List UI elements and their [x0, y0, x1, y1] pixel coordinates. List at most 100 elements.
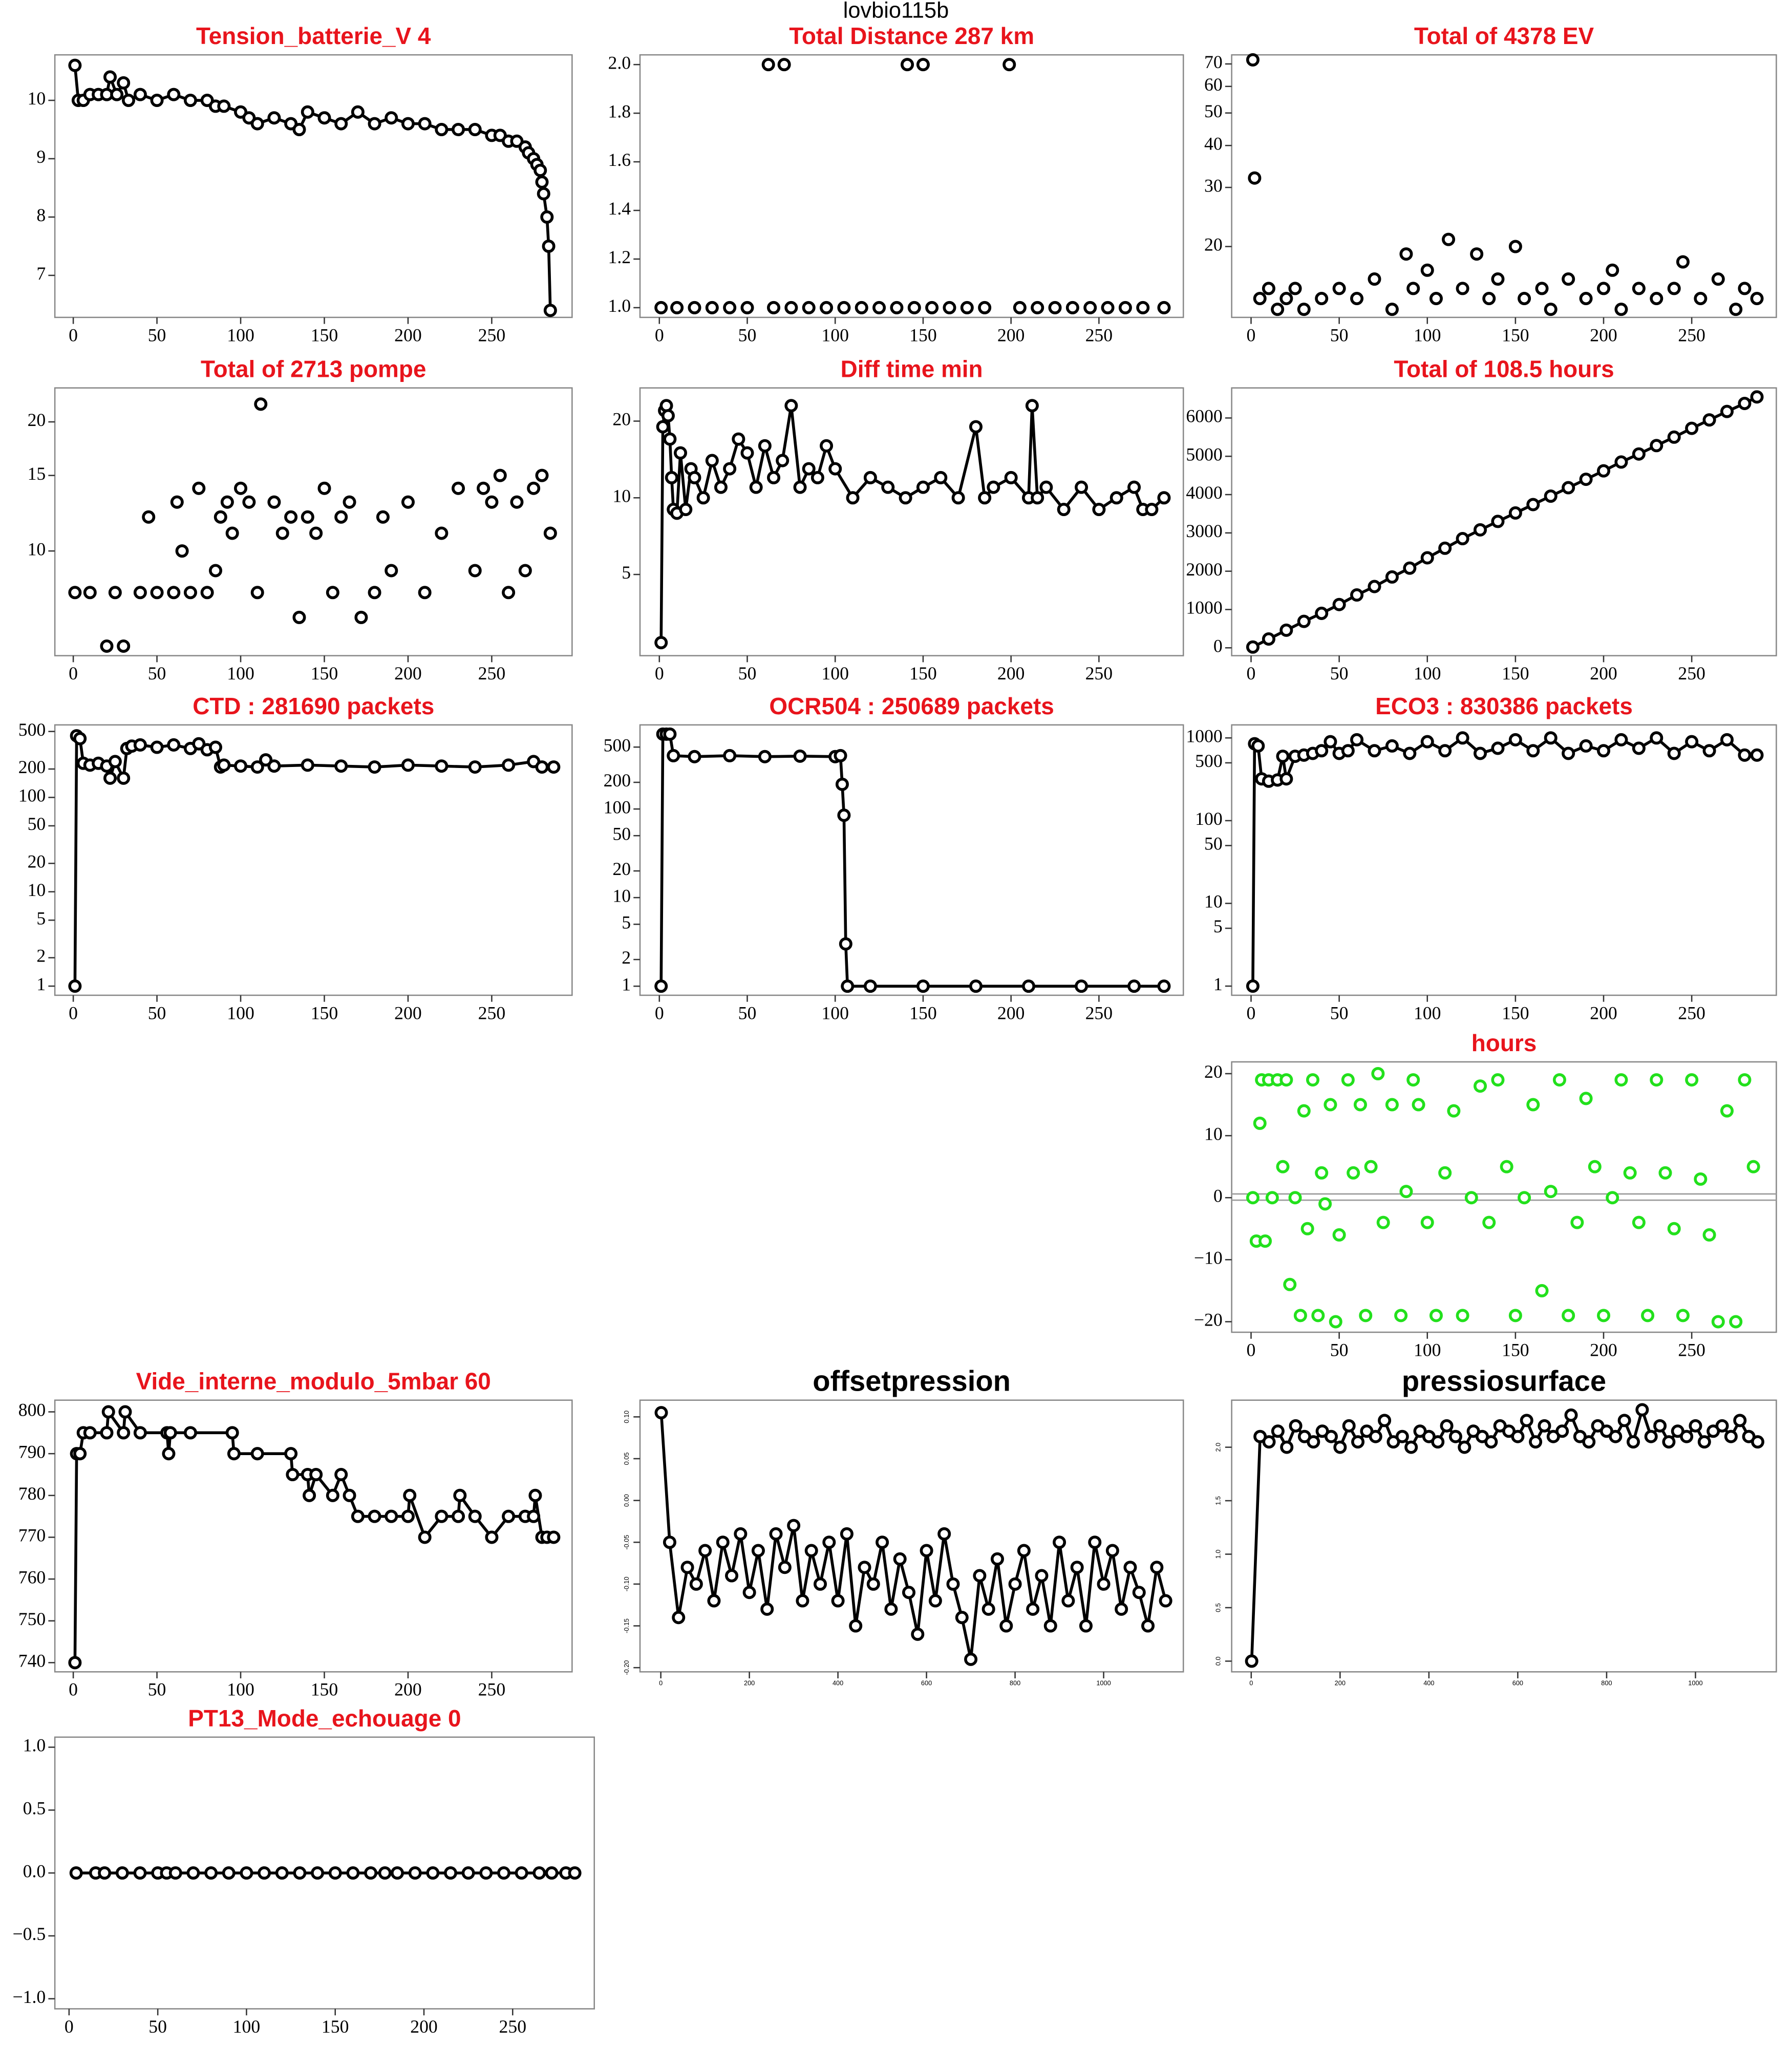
- data-point: [1159, 1594, 1172, 1608]
- x-tick-label: 0: [69, 1679, 78, 1700]
- data-point: [925, 301, 939, 314]
- data-point: [1248, 171, 1262, 185]
- data-point: [368, 760, 381, 774]
- x-tick-label: 250: [1085, 1002, 1113, 1023]
- data-point: [1685, 735, 1699, 749]
- data-point: [385, 1509, 398, 1523]
- data-point: [723, 301, 737, 314]
- x-tick-label: 600: [1512, 1679, 1523, 1687]
- x-tick-label: 0: [655, 1002, 664, 1023]
- y-tick-label: 0.10: [623, 1411, 630, 1423]
- data-point: [672, 1611, 686, 1625]
- data-point: [418, 586, 432, 600]
- data-point: [258, 1866, 271, 1880]
- y-tick-label: 5000: [1186, 444, 1222, 464]
- data-point: [1262, 632, 1275, 646]
- data-point: [1508, 506, 1522, 520]
- data-point: [1002, 58, 1016, 72]
- data-point: [527, 481, 541, 495]
- y-tick-label: 10: [28, 88, 46, 109]
- data-point: [1157, 491, 1171, 505]
- data-point: [1141, 1619, 1155, 1633]
- data-point: [1667, 746, 1681, 760]
- x-tick-label: 50: [148, 1679, 166, 1700]
- data-point: [1276, 1160, 1290, 1174]
- data-point: [175, 544, 189, 558]
- data-point: [1606, 263, 1619, 277]
- data-point: [1021, 979, 1036, 993]
- data-point: [990, 1552, 1004, 1566]
- data-point: [916, 58, 930, 72]
- data-point: [814, 1577, 827, 1591]
- data-point: [100, 1426, 114, 1440]
- data-point: [133, 586, 147, 600]
- data-point: [1376, 1215, 1390, 1229]
- data-point: [275, 1866, 289, 1880]
- data-point: [1132, 1586, 1146, 1599]
- data-point: [679, 503, 693, 517]
- data-point: [1288, 1191, 1302, 1205]
- data-point: [1297, 1104, 1311, 1118]
- data-point: [1535, 282, 1549, 295]
- data-point: [250, 586, 264, 600]
- data-point: [1702, 1228, 1716, 1242]
- y-tick-label: 1.8: [608, 101, 631, 121]
- data-point: [1404, 1440, 1418, 1454]
- data-point: [937, 1527, 951, 1541]
- data-point: [1150, 1561, 1164, 1574]
- data-point: [68, 979, 82, 993]
- data-point: [250, 760, 264, 774]
- data-point: [804, 1544, 818, 1558]
- data-point: [435, 759, 449, 773]
- data-point: [951, 491, 965, 505]
- y-tick-label: 1.5: [1214, 1496, 1222, 1505]
- data-point: [1157, 979, 1171, 993]
- x-tick-label: 100: [227, 663, 254, 684]
- data-point: [1406, 282, 1420, 295]
- data-point: [1420, 735, 1434, 749]
- data-point: [820, 439, 834, 453]
- data-point: [110, 88, 124, 101]
- data-point: [170, 495, 184, 509]
- plot-frame: [1231, 1399, 1777, 1673]
- data-point: [468, 564, 482, 578]
- data-point: [846, 491, 860, 505]
- y-tick-label: 0: [1213, 1185, 1223, 1206]
- data-point: [461, 1866, 475, 1880]
- x-tick-label: 50: [738, 325, 757, 345]
- data-point: [368, 117, 381, 131]
- data-point: [1588, 1160, 1602, 1174]
- data-point: [1464, 1191, 1478, 1205]
- data-point: [267, 759, 281, 773]
- data-point: [275, 526, 289, 540]
- data-point: [167, 586, 181, 600]
- data-point: [234, 759, 248, 773]
- y-tick-label: 50: [1204, 101, 1223, 121]
- data-point: [705, 454, 719, 467]
- data-point: [1136, 301, 1150, 314]
- data-point: [793, 749, 807, 763]
- data-point: [1632, 1215, 1646, 1229]
- data-point: [391, 1866, 404, 1880]
- data-point: [401, 1509, 415, 1523]
- data-point: [1702, 744, 1716, 758]
- data-point: [1508, 1309, 1522, 1322]
- y-tick-label: -0.20: [623, 1660, 630, 1675]
- y-tick-label: 500: [18, 719, 46, 740]
- x-tick-label: 150: [1502, 663, 1529, 684]
- x-tick-label: 50: [738, 1002, 757, 1023]
- data-point: [665, 471, 678, 484]
- x-tick-label: 800: [1010, 1679, 1020, 1687]
- y-tick-label: 770: [18, 1525, 46, 1546]
- data-point: [1729, 303, 1743, 316]
- x-tick-label: 50: [1330, 1339, 1349, 1360]
- data-point: [858, 1561, 871, 1574]
- y-tick-label: 40: [1204, 133, 1223, 154]
- x-tick-label: 50: [1330, 663, 1349, 684]
- y-tick-label: 5: [622, 562, 631, 583]
- data-point: [468, 122, 482, 137]
- data-point: [866, 1577, 880, 1591]
- data-point: [1368, 580, 1381, 593]
- x-tick-label: 200: [997, 325, 1025, 345]
- data-point: [1526, 498, 1540, 511]
